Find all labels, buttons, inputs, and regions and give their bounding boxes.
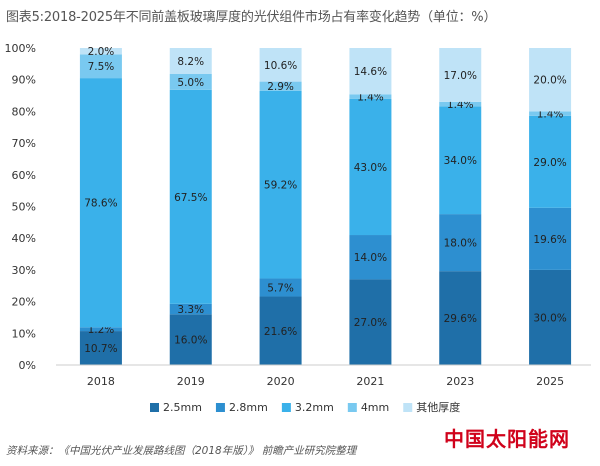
data-label: 1.4% <box>537 109 564 121</box>
y-tick-label: 10% <box>12 327 36 340</box>
legend-swatch <box>281 403 291 412</box>
y-tick-label: 80% <box>12 105 36 118</box>
data-label: 7.5% <box>88 61 115 73</box>
bar-segment <box>259 90 302 279</box>
legend-swatch <box>150 403 159 412</box>
data-label: 16.0% <box>174 335 207 347</box>
legend-swatch <box>215 403 225 412</box>
bar-segment <box>439 214 482 272</box>
bar-segment <box>439 48 482 102</box>
data-label: 10.7% <box>84 343 117 355</box>
data-label: 2.9% <box>267 81 294 93</box>
bar-segment <box>169 73 212 90</box>
bars: 10.7%1.2%78.6%7.5%2.0%16.0%3.3%67.5%5.0%… <box>79 46 572 365</box>
bar-segment <box>79 327 122 332</box>
data-label: 59.2% <box>264 180 297 192</box>
y-tick-label: 90% <box>12 74 36 87</box>
bar-segment <box>529 269 572 365</box>
x-axis: 2018 2019 2020 2021 2023 2025 <box>56 364 591 388</box>
data-label: 27.0% <box>354 317 387 329</box>
data-label: 19.6% <box>533 234 566 246</box>
bar-segment <box>169 303 212 315</box>
bar-segment <box>529 207 572 270</box>
bar-segment <box>529 48 572 112</box>
bar-segment <box>169 89 212 304</box>
data-label: 5.0% <box>177 77 204 89</box>
y-tick-label: 60% <box>12 169 36 182</box>
x-tick-label: 2019 <box>177 375 205 388</box>
data-label: 3.3% <box>177 304 204 316</box>
bar-segment <box>169 48 212 74</box>
x-tick-label: 2018 <box>87 375 115 388</box>
y-tick-label: 20% <box>12 296 36 309</box>
bar-segment <box>259 278 302 297</box>
legend-label: 其他厚度 <box>416 400 460 414</box>
data-label: 18.0% <box>444 238 477 250</box>
bar-segment <box>259 48 302 82</box>
chart-title: 图表5:2018-2025年不同前盖板玻璃厚度的光伏组件市场占有率变化趋势（单位… <box>6 10 497 25</box>
y-tick-label: 100% <box>5 42 36 55</box>
data-label: 29.0% <box>533 157 566 169</box>
bar-segment <box>79 331 122 365</box>
bar-segment <box>529 115 572 208</box>
bar-segment <box>349 98 392 236</box>
data-label: 14.6% <box>354 66 387 78</box>
legend-label: 2.5mm <box>163 401 202 414</box>
bar-segment <box>349 235 392 280</box>
bar-segment <box>529 111 572 116</box>
y-tick-label: 0% <box>19 359 36 372</box>
data-label: 30.0% <box>533 312 566 324</box>
data-label: 1.4% <box>357 92 384 104</box>
data-label: 2.0% <box>88 46 115 58</box>
bar-segment <box>439 106 482 215</box>
data-label: 29.6% <box>444 313 477 325</box>
data-label: 8.2% <box>177 56 204 68</box>
bar-segment <box>349 48 392 95</box>
data-label: 34.0% <box>444 155 477 167</box>
y-tick-label: 40% <box>12 232 36 245</box>
legend-label: 4mm <box>361 401 389 414</box>
bar-segment <box>349 94 392 99</box>
legend-swatch <box>403 403 413 412</box>
y-axis: 0% 10% 20% 30% 40% 50% 60% 70% 80% 90% 100% <box>5 42 36 372</box>
data-label: 1.4% <box>447 99 474 111</box>
bar-segment <box>439 101 482 107</box>
y-tick-label: 30% <box>12 264 36 277</box>
bar-segment <box>79 78 122 328</box>
bar-segment <box>79 54 122 79</box>
x-tick-label: 2021 <box>356 375 384 388</box>
legend-label: 3.2mm <box>295 401 334 414</box>
data-label: 17.0% <box>444 70 477 82</box>
data-label: 20.0% <box>533 75 566 87</box>
bar-segment <box>259 296 302 365</box>
brand-watermark: 中国太阳能网 <box>444 427 570 451</box>
bar-segment <box>439 271 482 365</box>
x-tick-label: 2025 <box>536 375 564 388</box>
bar-segment <box>349 279 392 365</box>
data-label: 14.0% <box>354 252 387 264</box>
x-tick-label: 2023 <box>446 375 474 388</box>
x-tick-label: 2020 <box>267 375 295 388</box>
y-tick-label: 50% <box>12 201 36 214</box>
data-label: 5.7% <box>267 282 294 294</box>
legend-label: 2.8mm <box>229 401 268 414</box>
bar-segment <box>79 48 122 55</box>
legend-swatch <box>347 403 357 412</box>
data-label: 21.6% <box>264 326 297 338</box>
data-label: 43.0% <box>354 162 387 174</box>
legend: 2.5mm 2.8mm 3.2mm 4mm 其他厚度 <box>150 400 460 414</box>
data-label: 10.6% <box>264 60 297 72</box>
source-note: 资料来源：《中国光伏产业发展路线图（2018年版）》 前瞻产业研究院整理 <box>6 445 357 457</box>
data-label: 78.6% <box>84 198 117 210</box>
bar-segment <box>169 314 212 365</box>
data-label: 67.5% <box>174 192 207 204</box>
y-tick-label: 70% <box>12 137 36 150</box>
bar-segment <box>259 81 302 91</box>
